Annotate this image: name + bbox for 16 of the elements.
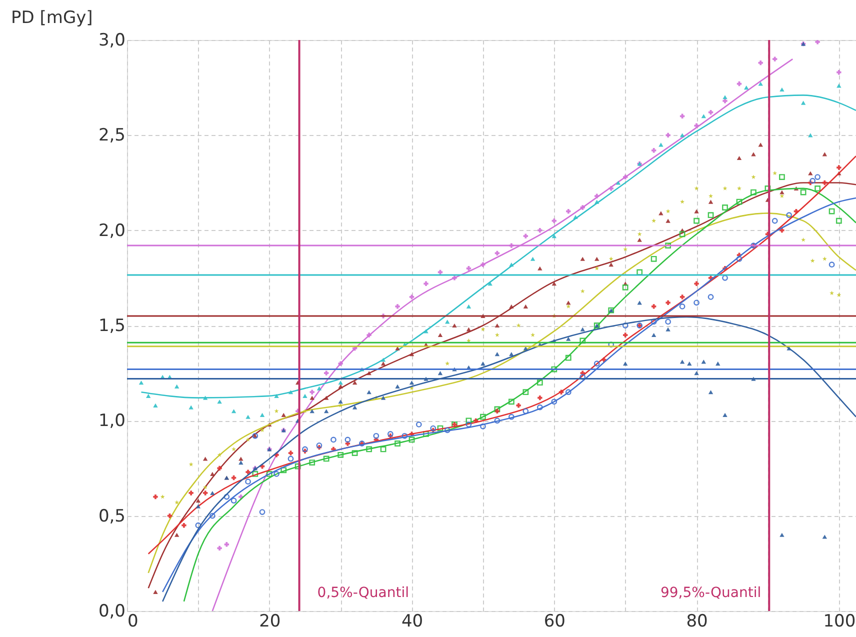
x-tick-label: 40 bbox=[401, 612, 424, 632]
y-tick-label: 3,0 bbox=[98, 30, 126, 50]
y-tick-label: 2,0 bbox=[98, 220, 126, 241]
x-tick-label: 0 bbox=[128, 612, 138, 632]
y-tick-label: 0,0 bbox=[98, 602, 126, 622]
y-tick-label: 0,5 bbox=[98, 506, 126, 526]
ref-line-label: 99,5%-Quantil bbox=[660, 585, 762, 601]
ref-line-label: 0,5%-Quantil bbox=[317, 585, 410, 601]
y-axis-title: PD [mGy] bbox=[11, 8, 93, 28]
x-tick-label: 20 bbox=[259, 612, 281, 632]
x-tick-label: 60 bbox=[544, 612, 566, 632]
x-tick-label: 100 bbox=[823, 612, 856, 632]
y-tick-label: 2,5 bbox=[98, 126, 126, 146]
y-tick-label: 1,5 bbox=[98, 316, 126, 336]
x-tick-label: 80 bbox=[686, 612, 708, 632]
y-tick-label: 1,0 bbox=[98, 411, 126, 432]
